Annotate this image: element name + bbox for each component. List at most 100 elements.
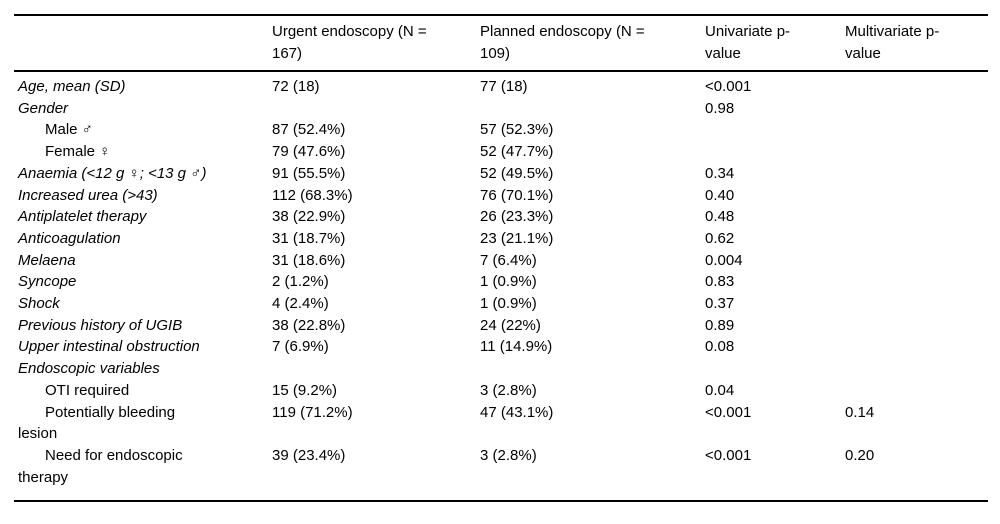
multivariate-p-value [845,98,988,120]
planned-value [480,98,705,120]
row-label: Melaena [18,251,76,269]
planned-value: 1 (0.9%) [480,273,537,291]
planned-value: 57 (52.3%) [480,121,554,139]
univariate-p-value: <0.001 [705,446,752,464]
univariate-p-value: 0.004 [705,251,743,269]
multivariate-p-value [845,141,988,163]
multivariate-p-value [845,358,988,380]
urgent-value: 7 (6.9%) [272,338,329,356]
table-header: Urgent endoscopy (N = 167) Planned endos… [14,15,988,72]
univariate-p-value: 0.04 [705,381,735,399]
table-row: Upper intestinal obstruction 7 (6.9%) 11… [14,336,988,358]
table-row: Syncope 2 (1.2%) 1 (0.9%) 0.83 [14,271,988,293]
planned-value [480,358,705,380]
multivariate-p-value [845,380,988,402]
urgent-value: 91 (55.5%) [272,164,346,182]
header-univariate-p-value: Univariate p- value [705,15,845,72]
urgent-value: 15 (9.2%) [272,381,338,399]
urgent-value: 38 (22.9%) [272,208,346,226]
urgent-value: 31 (18.6%) [272,251,346,269]
urgent-value: 31 (18.7%) [272,229,346,247]
table-row: Anticoagulation 31 (18.7%) 23 (21.1%) 0.… [14,228,988,250]
univariate-p-value: 0.62 [705,229,735,247]
urgent-value: 2 (1.2%) [272,273,329,291]
row-label: Gender [18,99,69,117]
urgent-value [272,358,480,380]
multivariate-p-value [845,206,988,228]
row-label: OTI required [45,381,130,399]
multivariate-p-value [845,315,988,337]
row-label: Upper intestinal obstruction [18,338,200,356]
univariate-p-value: 0.40 [705,186,735,204]
urgent-value: 87 (52.4%) [272,121,346,139]
multivariate-p-value [845,250,988,272]
header-variable-column [14,15,272,72]
multivariate-p-value [845,185,988,207]
multivariate-p-value [845,119,988,141]
row-label: Anaemia (<12 g ♀; <13 g ♂) [18,164,207,182]
univariate-p-value: 0.89 [705,316,735,334]
row-label: Antiplatelet therapy [18,208,147,226]
univariate-p-value: 0.98 [705,99,735,117]
table-row: OTI required 15 (9.2%) 3 (2.8%) 0.04 [14,380,988,402]
endoscopy-comparison-table: Urgent endoscopy (N = 167) Planned endos… [14,14,988,503]
row-label: Need for endoscopic therapy [18,446,183,486]
header-multivariate-p-value: Multivariate p- value [845,15,988,72]
univariate-p-value: 0.83 [705,273,735,291]
planned-value: 24 (22%) [480,316,541,334]
table-body: Age, mean (SD) 72 (18) 77 (18) <0.001 Ge… [14,71,988,501]
row-label: Potentially bleeding lesion [18,403,176,443]
planned-value: 26 (23.3%) [480,208,554,226]
planned-value: 11 (14.9%) [480,338,553,356]
planned-value: 3 (2.8%) [480,446,537,464]
row-label: Previous history of UGIB [18,316,183,334]
planned-value: 23 (21.1%) [480,229,554,247]
table-row: Endoscopic variables [14,358,988,380]
table-row: Age, mean (SD) 72 (18) 77 (18) <0.001 [14,71,988,98]
urgent-value: 79 (47.6%) [272,143,346,161]
planned-value: 52 (47.7%) [480,143,554,161]
row-label: Anticoagulation [18,229,121,247]
multivariate-p-value [845,163,988,185]
urgent-value: 72 (18) [272,78,320,95]
table-row: Male ♂ 87 (52.4%) 57 (52.3%) [14,119,988,141]
urgent-value: 112 (68.3%) [272,186,353,204]
planned-value: 47 (43.1%) [480,403,554,421]
multivariate-p-value [845,71,988,98]
table-row: Shock 4 (2.4%) 1 (0.9%) 0.37 [14,293,988,315]
multivariate-p-value [845,336,988,358]
planned-value: 7 (6.4%) [480,251,537,269]
header-row: Urgent endoscopy (N = 167) Planned endos… [14,15,988,72]
urgent-value: 119 (71.2%) [272,403,353,421]
urgent-value: 4 (2.4%) [272,295,329,313]
table-row: Previous history of UGIB 38 (22.8%) 24 (… [14,315,988,337]
table-row: Increased urea (>43) 112 (68.3%) 76 (70.… [14,185,988,207]
planned-value: 3 (2.8%) [480,381,537,399]
planned-value: 76 (70.1%) [480,186,554,204]
univariate-p-value: 0.37 [705,295,735,313]
row-label: Increased urea (>43) [18,186,158,204]
univariate-p-value: <0.001 [705,78,752,95]
multivariate-p-value [845,293,988,315]
univariate-p-value: <0.001 [705,403,752,421]
univariate-p-value: 0.34 [705,164,735,182]
multivariate-p-value [845,271,988,293]
planned-value: 52 (49.5%) [480,164,554,182]
planned-value: 77 (18) [480,78,528,95]
paper-table-container: Urgent endoscopy (N = 167) Planned endos… [14,14,988,503]
multivariate-p-value [845,228,988,250]
row-label: Syncope [18,273,77,291]
urgent-value [272,98,480,120]
row-label: Endoscopic variables [18,360,160,378]
univariate-p-value [705,141,845,163]
row-label: Shock [18,295,60,313]
univariate-p-value: 0.48 [705,208,735,226]
table-row: Anaemia (<12 g ♀; <13 g ♂) 91 (55.5%) 52… [14,163,988,185]
row-label: Female ♀ [45,143,111,161]
planned-value: 1 (0.9%) [480,295,537,313]
table-row: Need for endoscopic therapy 39 (23.4%) 3… [14,445,988,501]
header-urgent-endoscopy: Urgent endoscopy (N = 167) [272,15,480,72]
table-row: Antiplatelet therapy 38 (22.9%) 26 (23.3… [14,206,988,228]
multivariate-p-value: 0.14 [845,403,875,421]
row-label: Male ♂ [45,121,93,139]
